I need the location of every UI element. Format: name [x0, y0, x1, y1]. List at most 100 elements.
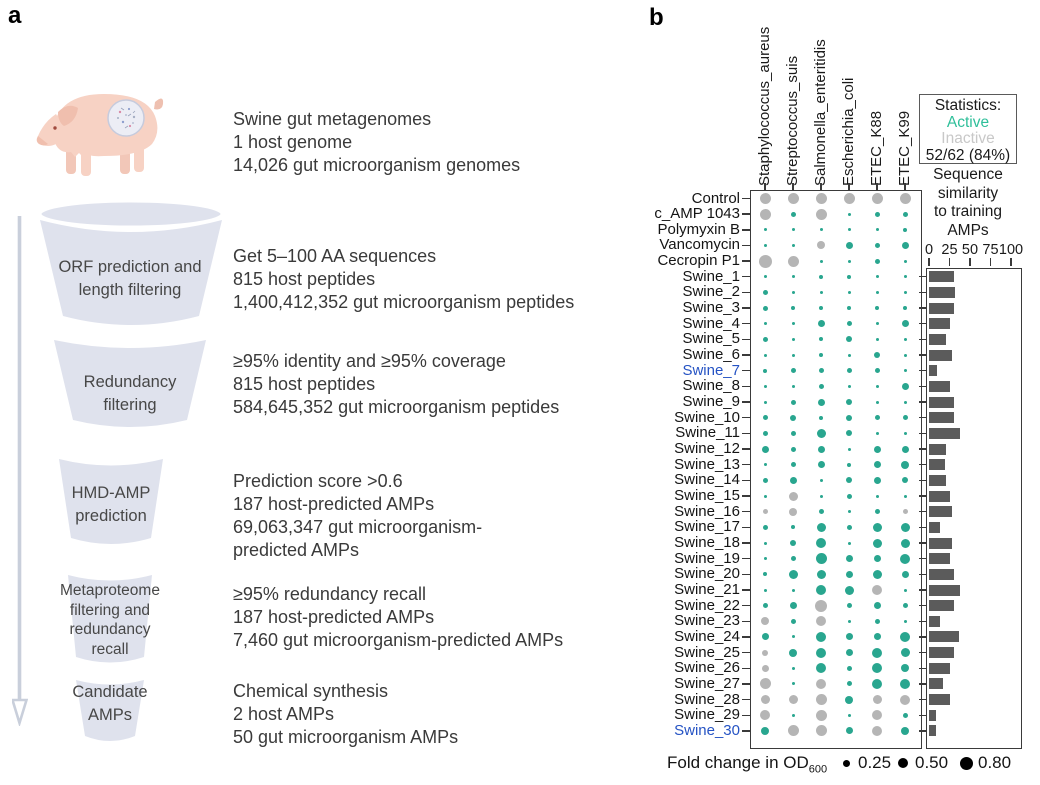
similarity-bar	[929, 600, 955, 612]
activity-dot	[900, 553, 910, 564]
column-tick	[764, 183, 766, 190]
activity-dot	[787, 193, 799, 204]
row-label: Swine_18	[674, 534, 740, 552]
activity-dot	[815, 553, 827, 565]
activity-dot	[900, 648, 910, 658]
activity-dot	[759, 678, 771, 690]
similarity-bar	[929, 286, 956, 298]
activity-dot	[762, 649, 768, 656]
activity-dot	[875, 384, 879, 388]
activity-dot	[816, 616, 826, 627]
activity-dot	[875, 275, 879, 279]
activity-dot	[875, 494, 879, 498]
text-line: 7,460 gut microorganism-predicted AMPs	[233, 630, 564, 650]
activity-dot	[903, 290, 907, 294]
activity-dot	[791, 322, 795, 326]
activity-dot	[903, 259, 907, 263]
pig-head	[37, 114, 64, 146]
funnel-label-line: length filtering	[78, 281, 182, 299]
column-label: Salmonella_enteritidis	[812, 39, 829, 186]
row-label: Swine_22	[674, 596, 740, 614]
activity-dot	[847, 713, 851, 717]
activity-dot	[815, 208, 827, 220]
text-line: 584,645,352 gut microorganism peptides	[233, 397, 560, 417]
activity-dot	[791, 353, 795, 357]
activity-dot	[847, 212, 851, 216]
bar-chart-title: Sequence similarity to training AMPs	[918, 166, 1018, 240]
pig-illustration	[36, 94, 164, 176]
bar-row-tick	[919, 557, 926, 560]
bar-row-tick	[919, 714, 926, 716]
funnel-label-line: redundancy	[69, 621, 151, 638]
bar-row-tick	[919, 667, 926, 669]
activity-dot	[872, 647, 882, 658]
activity-dot	[847, 290, 851, 294]
column-label: Staphylococcus_aureus	[756, 26, 773, 186]
activity-dot	[903, 227, 907, 232]
activity-dot	[847, 228, 851, 232]
funnel-candidate-label: Candidate AMPs	[50, 681, 170, 727]
activity-dot	[900, 694, 910, 705]
row-tick	[742, 651, 750, 654]
row-label: Control	[691, 189, 740, 207]
activity-dot	[903, 353, 907, 357]
activity-dot	[872, 710, 882, 721]
row-label: Vancomycin	[659, 236, 740, 254]
activity-dot	[762, 509, 768, 515]
activity-dot	[788, 695, 798, 705]
row-label: Swine_19	[674, 549, 740, 567]
activity-dot	[847, 541, 851, 545]
activity-dot	[873, 602, 881, 610]
statistics-box: Statistics: Active Inactive 52/62 (84%)	[919, 94, 1017, 164]
activity-dot	[787, 725, 799, 737]
activity-dot	[847, 259, 851, 263]
bar-row-tick	[919, 370, 926, 372]
row-tick	[742, 260, 750, 262]
bar-row-tick	[919, 276, 926, 278]
activity-dot	[815, 694, 827, 706]
activity-dot	[872, 522, 882, 532]
column-tick	[876, 183, 878, 190]
row-label: Swine_28	[674, 690, 740, 708]
activity-dot	[791, 290, 795, 294]
activity-dot	[819, 337, 823, 342]
activity-dot	[816, 585, 826, 595]
row-label: Swine_2	[682, 283, 740, 301]
funnel-candidate	[76, 680, 144, 741]
activity-dot	[872, 678, 882, 689]
activity-dot	[874, 415, 880, 421]
activity-dot	[791, 306, 795, 311]
bar-row-tick	[919, 511, 926, 513]
activity-dot	[763, 557, 767, 561]
activity-dot	[901, 726, 909, 735]
activity-dot	[874, 509, 880, 515]
activity-dot	[819, 290, 823, 294]
similarity-bar	[929, 694, 951, 706]
activity-dot	[874, 368, 880, 374]
legend-size-dot	[842, 759, 850, 767]
bar-axis-tick	[969, 258, 971, 266]
funnel-label-line: ORF prediction and	[58, 258, 202, 276]
activity-dot	[819, 228, 823, 232]
similarity-bar	[929, 709, 936, 721]
activity-dot	[816, 538, 826, 549]
activity-dot	[845, 633, 853, 641]
activity-dot	[790, 414, 796, 421]
activity-dot	[791, 713, 795, 717]
activity-dot	[763, 353, 767, 357]
column-label: ETEC_K88	[868, 110, 885, 186]
activity-dot	[819, 259, 823, 263]
bar-axis-tick	[948, 258, 951, 266]
activity-dot	[846, 524, 852, 530]
activity-dot	[872, 725, 882, 736]
activity-dot	[900, 631, 910, 642]
bar-axis-label: 0	[924, 242, 934, 258]
legend-size-value: 0.25	[858, 753, 892, 772]
row-tick	[742, 495, 750, 497]
activity-dot	[763, 275, 767, 279]
funnel-label-line: recall	[91, 640, 129, 658]
activity-dot	[903, 431, 907, 435]
row-label: Swine_24	[674, 627, 740, 645]
activity-dot	[874, 618, 880, 624]
activity-dot	[761, 726, 769, 735]
